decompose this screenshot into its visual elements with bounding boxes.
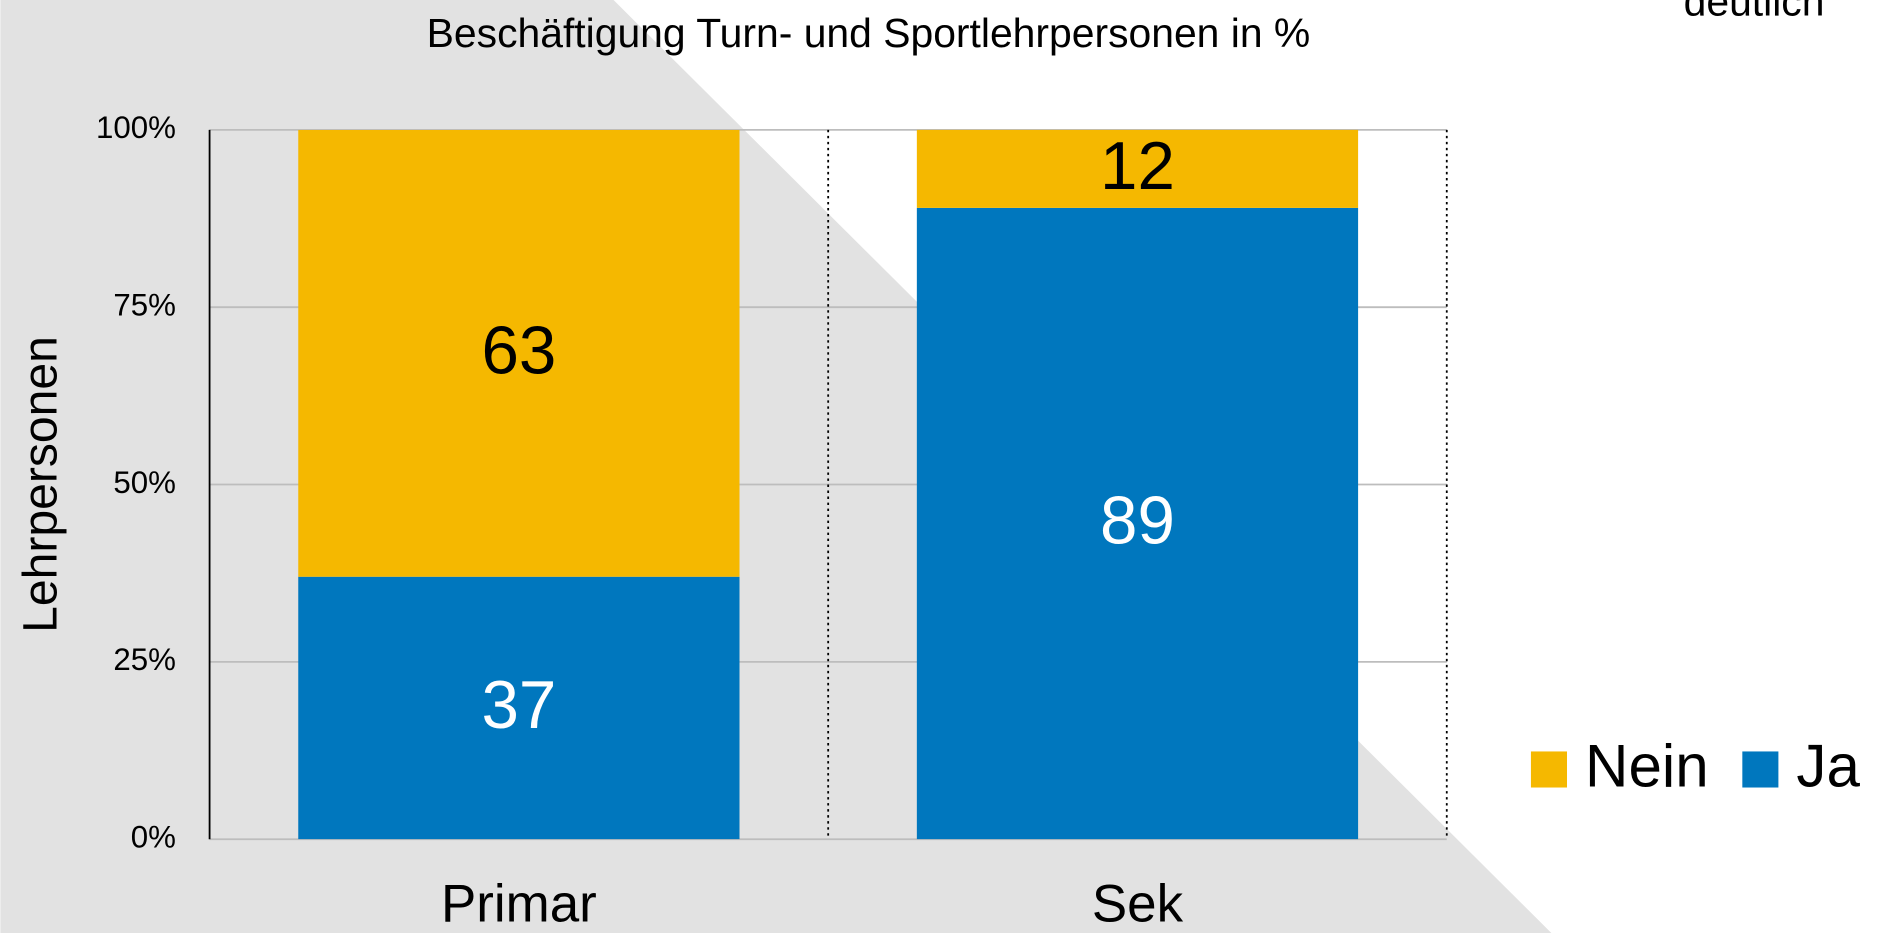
legend-swatch [1742,751,1779,788]
data-label: 37 [481,668,556,743]
x-tick-label: Sek [1092,875,1184,933]
chart-title: Beschäftigung Turn- und Sportlehrpersone… [427,10,1311,56]
overlay: 0% 25% 50% 75% 100% Primar 37 63 Sek 89 12 Nein Ja [96,110,1861,933]
legend-swatch [1530,751,1568,788]
y-tick-label: 50% [113,465,176,500]
bar-segment [298,129,740,577]
legend-label: Nein [1585,733,1709,800]
data-label: 63 [481,313,556,388]
data-label: 12 [1100,129,1175,204]
y-tick-label: 25% [113,642,176,677]
bar-segment [916,129,1359,208]
legend-label: Ja [1796,733,1860,800]
y-tick-label: 100% [96,110,176,145]
bar-segment [298,576,740,840]
bar-segment [916,207,1359,840]
y-axis-label: Lehrpersonen [13,336,67,633]
annotation: deutlich [1684,0,1825,25]
y-tick-label: 0% [131,819,176,854]
y-tick-label: 75% [113,287,176,322]
data-label: 89 [1100,484,1175,559]
x-tick-label: Primar [441,875,597,933]
bars [298,129,1359,840]
